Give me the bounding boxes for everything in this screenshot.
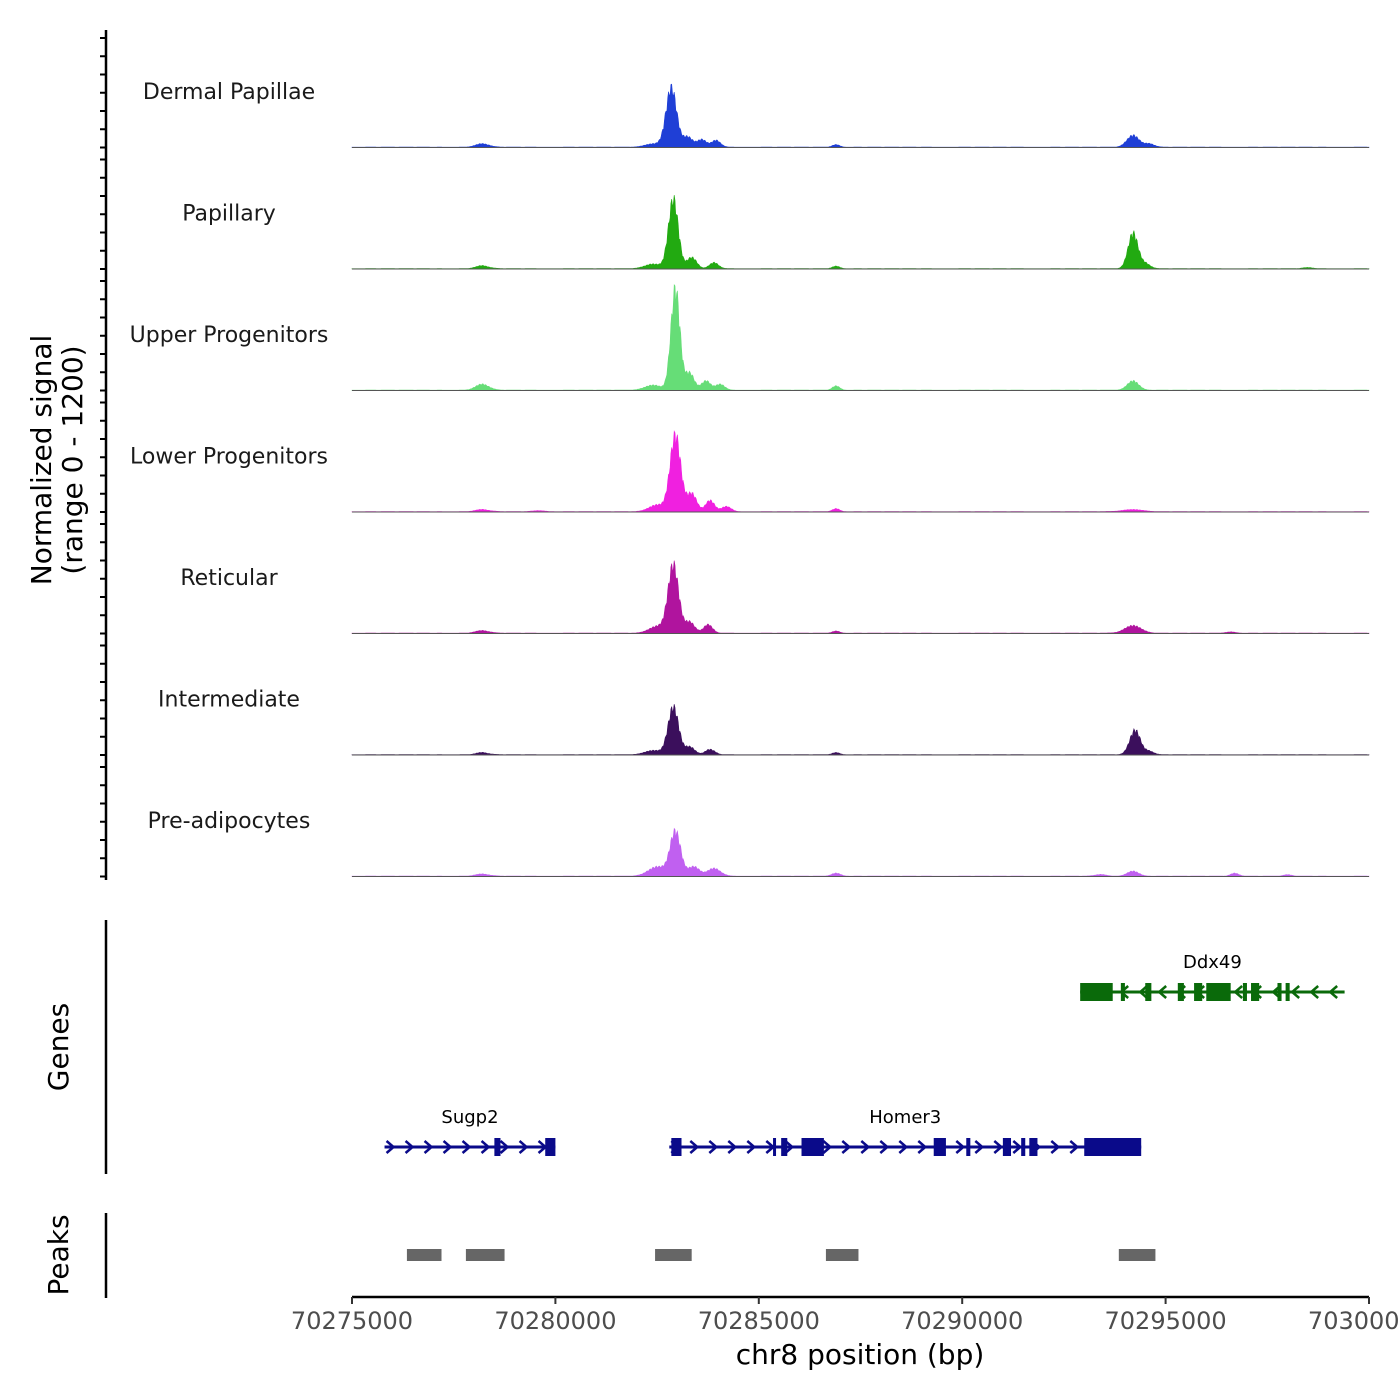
gene-exon (1251, 983, 1260, 1001)
peak-region (406, 1249, 442, 1261)
peak-region (655, 1249, 692, 1261)
x-axis-title: chr8 position (bp) (736, 1338, 985, 1371)
strand-arrow (898, 1140, 909, 1154)
gene-exon (1029, 1138, 1038, 1156)
strand-arrow (1012, 1140, 1023, 1154)
gene-exon (1177, 983, 1184, 1001)
peak-region (1118, 1249, 1156, 1261)
strand-arrow (822, 1140, 833, 1154)
gene-exon (773, 1138, 777, 1156)
track-label: Lower Progenitors (130, 445, 328, 470)
strand-arrow (841, 1140, 852, 1154)
gene-exon (1277, 983, 1282, 1001)
track-label: Upper Progenitors (130, 323, 329, 348)
x-tick-label: 70290000 (901, 1307, 1023, 1335)
genes-axis-title: Genes (42, 1003, 75, 1091)
strand-arrow (442, 1140, 453, 1154)
x-tick-label: 70295000 (1105, 1307, 1227, 1335)
strand-arrow (404, 1140, 415, 1154)
track-upper-progenitors: Upper Progenitors (130, 283, 1370, 391)
gene-exon (545, 1138, 556, 1156)
gene-exon (781, 1138, 788, 1156)
gene-exon (1021, 1138, 1026, 1156)
strand-arrow (1157, 985, 1167, 999)
track-label: Papillary (182, 202, 276, 227)
gene-exon (801, 1138, 824, 1156)
y-axis-title: Normalized signal (range 0 - 1200) (25, 335, 89, 586)
strand-arrow (480, 1140, 491, 1154)
gene-label: Homer3 (869, 1107, 941, 1128)
gene-exon (1145, 983, 1152, 1001)
y-axis-label: Normalized signal (25, 335, 58, 586)
peaks-axis-title: Peaks (42, 1214, 75, 1295)
track-dermal-papillae: Dermal Papillae (143, 80, 1370, 148)
x-tick-label: 70285000 (698, 1307, 820, 1335)
gene-label: Sugp2 (441, 1107, 498, 1128)
strand-arrow (727, 1140, 738, 1154)
strand-arrow (1233, 985, 1243, 999)
x-tick-label: 70280000 (494, 1307, 616, 1335)
genes-panel: Sugp2 Homer3 Ddx49 (384, 952, 1345, 1156)
strand-arrow (518, 1140, 529, 1154)
gene-ddx49: Ddx49 (1080, 952, 1345, 1001)
strand-arrow (1138, 985, 1148, 999)
gene-label: Ddx49 (1183, 952, 1242, 973)
peak-region (465, 1249, 505, 1261)
strand-arrow (708, 1140, 719, 1154)
gene-homer3: Homer3 (669, 1107, 1142, 1156)
track-label: Pre-adipocytes (148, 809, 311, 834)
strand-arrow (784, 1140, 795, 1154)
strand-arrow (993, 1140, 1004, 1154)
strand-arrow (879, 1140, 890, 1154)
gene-exon (1002, 1138, 1012, 1156)
gene-sugp2: Sugp2 (384, 1107, 556, 1156)
strand-arrow (746, 1140, 757, 1154)
track-label: Reticular (180, 566, 278, 591)
track-lower-progenitors: Lower Progenitors (130, 430, 1370, 513)
strand-arrow (860, 1140, 871, 1154)
strand-arrow (955, 1140, 966, 1154)
strand-arrow (1069, 1140, 1080, 1154)
gene-exon (1120, 983, 1125, 1001)
coverage-axis-ticks (100, 37, 106, 878)
track-reticular: Reticular (180, 560, 1370, 634)
x-tick-label: 70275000 (291, 1307, 413, 1335)
gene-exon (494, 1138, 501, 1156)
peaks-panel (406, 1249, 1156, 1261)
track-intermediate: Intermediate (158, 688, 1370, 756)
track-papillary: Papillary (182, 195, 1370, 270)
strand-arrow (461, 1140, 472, 1154)
strand-arrow (385, 1140, 396, 1154)
gene-exon (1285, 983, 1290, 1001)
y-axis-range-label: (range 0 - 1200) (56, 345, 89, 574)
strand-arrow (1290, 985, 1300, 999)
gene-exon (1242, 983, 1247, 1001)
x-tick-label: 70300000 (1308, 1307, 1400, 1335)
coverage-tracks: Dermal Papillae Papillary Upper Progenitor… (130, 80, 1370, 877)
strand-arrow (423, 1140, 434, 1154)
gene-exon (1194, 983, 1203, 1001)
gene-exon (671, 1138, 682, 1156)
strand-arrow (1328, 985, 1338, 999)
strand-arrow (499, 1140, 510, 1154)
peak-region (825, 1249, 859, 1261)
gene-exon (1206, 983, 1231, 1001)
x-axis-ticks: 70275000 70280000 70285000 70290000 70295000… (291, 1297, 1400, 1335)
gene-exon (1080, 983, 1113, 1001)
gene-exon (933, 1138, 946, 1156)
gene-exon (966, 1138, 971, 1156)
strand-arrow (1309, 985, 1319, 999)
strand-arrow (917, 1140, 928, 1154)
track-label: Dermal Papillae (143, 80, 315, 105)
gene-exon (1084, 1138, 1142, 1156)
strand-arrow (1050, 1140, 1061, 1154)
track-pre-adipocytes: Pre-adipocytes (148, 809, 1370, 877)
track-label: Intermediate (158, 688, 300, 713)
strand-arrow (974, 1140, 985, 1154)
strand-arrow (689, 1140, 700, 1154)
